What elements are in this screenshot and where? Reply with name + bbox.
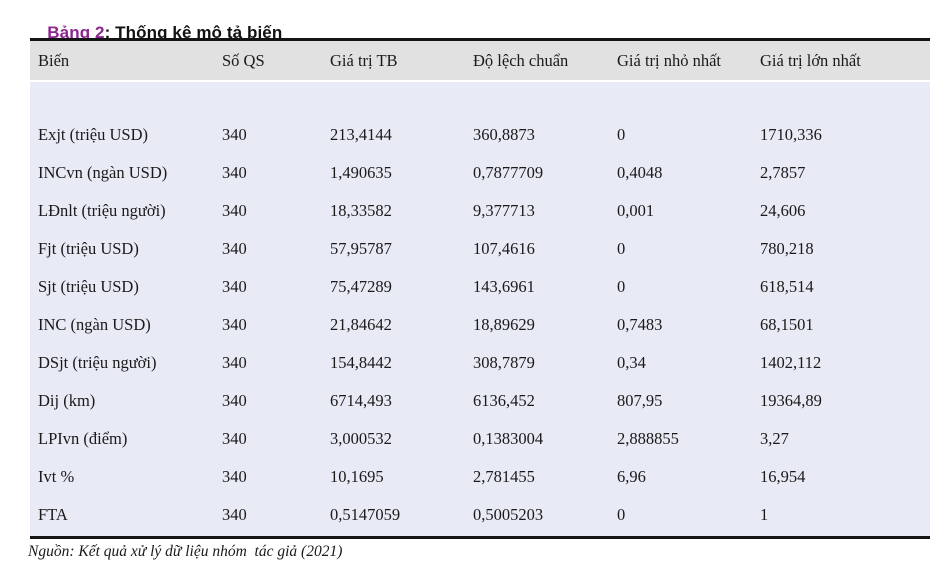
cell-std-dev: 6136,452	[473, 391, 535, 410]
cell-std-dev: 0,1383004	[473, 429, 544, 448]
cell-obs-count: 340	[222, 239, 247, 258]
cell-mean: 75,47289	[330, 277, 392, 296]
column-header-std-dev: Độ lệch chuẩn	[473, 50, 569, 70]
cell-obs-count: 340	[222, 315, 247, 334]
table-caption-text: : Thống kê mô tả biến	[104, 23, 283, 42]
cell-std-dev: 2,781455	[473, 467, 535, 486]
cell-variable: Dij (km)	[38, 391, 96, 410]
source-note: Nguồn: Kết quả xử lý dữ liệu nhóm tác gi…	[28, 543, 343, 560]
cell-max: 1	[760, 505, 769, 524]
table-row: LĐnlt (triệu người) 340 18,33582 9,377713 0,…	[30, 192, 930, 230]
cell-variable: LĐnlt (triệu người)	[38, 201, 166, 220]
cell-variable: Sjt (triệu USD)	[38, 277, 139, 296]
cell-std-dev: 0,5005203	[473, 505, 544, 524]
column-header-max: Giá trị lớn nhất	[760, 50, 861, 70]
cell-min: 0,001	[617, 201, 655, 220]
column-header-mean: Giá trị TB	[330, 50, 398, 70]
table-row: Fjt (triệu USD) 340 57,95787 107,4616 0 780,2…	[30, 230, 930, 268]
cell-mean: 1,490635	[330, 163, 392, 182]
table-row: Sjt (triệu USD) 340 75,47289 143,6961 0 618,5…	[30, 268, 930, 306]
cell-obs-count: 340	[222, 391, 247, 410]
cell-min: 0,34	[617, 353, 646, 372]
table-row: INC (ngàn USD) 340 21,84642 18,89629 0,7483 6…	[30, 306, 930, 344]
cell-max: 16,954	[760, 467, 806, 486]
cell-variable: INCvn (ngàn USD)	[38, 163, 168, 182]
table-row: INCvn (ngàn USD) 340 1,490635 0,7877709 0,40…	[30, 154, 930, 192]
table-row: Exjt (triệu USD) 340 213,4144 360,8873 0 1710…	[30, 116, 930, 154]
table-row: LPIvn (điểm) 340 3,000532 0,1383004 2,888855…	[30, 420, 930, 458]
cell-obs-count: 340	[222, 125, 247, 144]
table-row: Ivt % 340 10,1695 2,781455 6,96 16,954	[30, 458, 930, 496]
cell-min: 807,95	[617, 391, 663, 410]
cell-mean: 0,5147059	[330, 505, 401, 524]
cell-obs-count: 340	[222, 353, 247, 372]
cell-variable: LPIvn (điểm)	[38, 429, 128, 448]
cell-mean: 154,8442	[330, 353, 392, 372]
cell-obs-count: 340	[222, 163, 247, 182]
cell-variable: Exjt (triệu USD)	[38, 125, 148, 144]
cell-mean: 18,33582	[330, 201, 392, 220]
cell-obs-count: 340	[222, 429, 247, 448]
cell-variable: Ivt %	[38, 467, 75, 486]
table-body: Exjt (triệu USD) 340 213,4144 360,8873 0 1710…	[30, 82, 930, 539]
cell-std-dev: 9,377713	[473, 201, 535, 220]
table-row: Dij (km) 340 6714,493 6136,452 807,95 19364,8…	[30, 382, 930, 420]
cell-min: 0	[617, 505, 626, 524]
column-header-obs-count: Số QS	[222, 50, 265, 70]
cell-min: 0,7483	[617, 315, 663, 334]
cell-min: 0	[617, 239, 626, 258]
cell-variable: DSjt (triệu người)	[38, 353, 157, 372]
cell-mean: 57,95787	[330, 239, 392, 258]
table-row: DSjt (triệu người) 340 154,8442 308,7879 0,3…	[30, 344, 930, 382]
cell-mean: 3,000532	[330, 429, 392, 448]
table-header-row: Biến Số QS Giá trị TB Độ lệch chuẩn Giá …	[30, 38, 930, 80]
cell-obs-count: 340	[222, 201, 247, 220]
cell-max: 19364,89	[760, 391, 822, 410]
table-row: FTA 340 0,5147059 0,5005203 0 1	[30, 496, 930, 534]
table-caption: Bảng 2: Thống kê mô tả biến	[28, 3, 282, 63]
cell-max: 24,606	[760, 201, 806, 220]
cell-variable: Fjt (triệu USD)	[38, 239, 139, 258]
cell-min: 0	[617, 277, 626, 296]
table-caption-number: Bảng 2	[47, 23, 105, 42]
cell-min: 2,888855	[617, 429, 679, 448]
cell-max: 780,218	[760, 239, 814, 258]
cell-min: 0	[617, 125, 626, 144]
cell-min: 0,4048	[617, 163, 663, 182]
cell-variable: FTA	[38, 505, 68, 524]
cell-std-dev: 360,8873	[473, 125, 535, 144]
cell-max: 3,27	[760, 429, 789, 448]
cell-std-dev: 143,6961	[473, 277, 535, 296]
column-header-min: Giá trị nhỏ nhất	[617, 50, 722, 70]
cell-std-dev: 308,7879	[473, 353, 535, 372]
cell-max: 618,514	[760, 277, 814, 296]
cell-std-dev: 18,89629	[473, 315, 535, 334]
cell-obs-count: 340	[222, 505, 247, 524]
column-header-variable: Biến	[38, 50, 70, 70]
cell-max: 1710,336	[760, 125, 822, 144]
cell-obs-count: 340	[222, 277, 247, 296]
cell-mean: 213,4144	[330, 125, 392, 144]
cell-max: 1402,112	[760, 353, 822, 372]
cell-mean: 10,1695	[330, 467, 384, 486]
cell-mean: 6714,493	[330, 391, 392, 410]
cell-variable: INC (ngàn USD)	[38, 315, 151, 334]
cell-std-dev: 107,4616	[473, 239, 535, 258]
cell-max: 2,7857	[760, 163, 806, 182]
descriptive-statistics-table: Biến Số QS Giá trị TB Độ lệch chuẩn Giá …	[30, 38, 930, 539]
cell-obs-count: 340	[222, 467, 247, 486]
cell-mean: 21,84642	[330, 315, 392, 334]
cell-std-dev: 0,7877709	[473, 163, 544, 182]
cell-min: 6,96	[617, 467, 646, 486]
cell-max: 68,1501	[760, 315, 814, 334]
